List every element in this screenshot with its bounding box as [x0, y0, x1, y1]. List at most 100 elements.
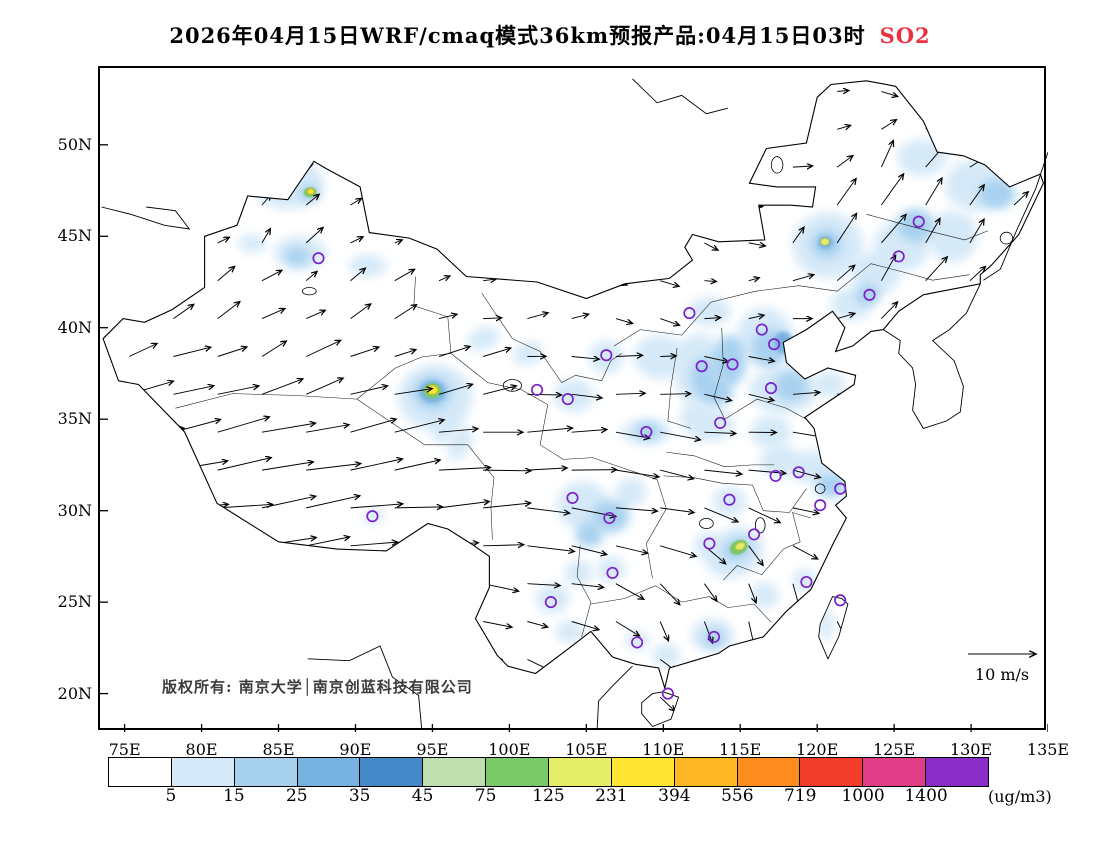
wind-arrow [1013, 192, 1028, 206]
city-marker [834, 482, 847, 495]
wind-arrow [837, 313, 855, 320]
colorbar-label: 1400 [904, 786, 948, 806]
wind-arrow [438, 468, 491, 471]
wind-arrow [969, 344, 986, 357]
city-marker [814, 499, 827, 512]
so2-plume [555, 620, 584, 643]
wind-arrow [483, 129, 494, 132]
wind-arrow [925, 507, 952, 511]
so2-plume [575, 521, 604, 548]
wind-arrow [394, 389, 433, 395]
wind-arrow [969, 86, 980, 92]
wind-arrow [438, 658, 456, 659]
wind-arrow [969, 583, 991, 588]
wind-arrow [438, 89, 453, 92]
wind-arrow [173, 577, 219, 585]
wind-arrow [305, 228, 323, 244]
wind-arrow [792, 193, 806, 206]
wind-arrow [615, 281, 627, 285]
wind-arrow [306, 464, 361, 471]
wind-arrow [615, 545, 648, 554]
wind-arrow [1014, 465, 1043, 471]
province-boundary [481, 292, 622, 383]
wind-arrow [129, 541, 184, 547]
copyright-text: 版权所有: 南京大学│南京创蓝科技有限公司 [162, 678, 473, 696]
wind-arrow [748, 583, 756, 603]
wind-arrow [394, 350, 416, 357]
wind-arrow [129, 167, 144, 168]
wind-arrow [881, 696, 890, 706]
province-boundary [576, 545, 592, 637]
colorbar-label: 15 [223, 786, 245, 806]
wind-arrow [261, 538, 316, 547]
lat-tick-label: 20N [57, 683, 92, 703]
so2-plume [734, 541, 746, 551]
city-marker [769, 469, 782, 482]
wind-arrow [836, 265, 855, 282]
wind-arrow [483, 90, 495, 91]
wind-arrow [571, 357, 600, 360]
wind-arrow [483, 386, 516, 395]
wind-arrow [306, 125, 317, 130]
wind-arrow [129, 655, 156, 660]
vietnam-coast-line [596, 665, 633, 731]
wind-arrow [438, 583, 476, 588]
wind-arrow [837, 125, 850, 129]
wind-arrow [173, 461, 228, 471]
wind-arrow [438, 234, 455, 244]
wind-arrow [306, 537, 350, 547]
wind-arrow [925, 696, 941, 703]
wind-arrow [1013, 381, 1032, 395]
wind-arrow [483, 545, 524, 546]
wind-arrow [881, 507, 912, 514]
colorbar-label: 25 [285, 786, 308, 806]
lake-outline [699, 517, 714, 529]
colorbar-label: 125 [532, 786, 565, 806]
wind-arrow [129, 428, 184, 433]
wind-arrow [615, 205, 628, 209]
city-marker [600, 349, 613, 362]
wind-arrow [129, 583, 174, 587]
wind-arrow [571, 314, 589, 320]
wind-arrow [1013, 540, 1031, 547]
wind-arrow [394, 658, 420, 664]
city-marker [544, 596, 557, 609]
wind-arrow [1014, 584, 1035, 586]
wind-arrow [925, 218, 940, 244]
province-boundary [590, 585, 772, 623]
wind-arrow [306, 425, 349, 433]
wind-arrow [174, 158, 178, 168]
wind-arrow [394, 507, 443, 508]
wind-arrow [306, 620, 342, 622]
city-marker [366, 510, 379, 523]
wind-arrow [571, 545, 607, 555]
wind-arrow [925, 622, 938, 625]
plot-title-main: 2026年04月15日WRF/cmaq模式36km预报产品:04月15日03时 [169, 23, 866, 48]
wind-arrow [217, 302, 240, 319]
russia-coast-line [983, 151, 1048, 281]
colorbar-labels: 5 15 25 35 45 75 125 231 394 556 719 1000 1400 [108, 786, 989, 810]
wind-arrow [350, 347, 379, 357]
wind-arrow [173, 386, 214, 395]
wind-arrow [350, 386, 388, 395]
so2-plume [820, 237, 830, 246]
province-boundary [906, 272, 970, 281]
so2-plume [774, 371, 808, 401]
wind-arrow [969, 219, 984, 244]
river-line [632, 78, 729, 115]
wind-arrow [394, 619, 418, 621]
colorbar-cell [360, 758, 424, 786]
wind-arrow [880, 255, 895, 281]
wind-arrow [748, 507, 781, 523]
wind-arrow [394, 577, 432, 585]
lat-tick-label: 45N [57, 226, 92, 246]
colorbar-cell [234, 758, 298, 786]
axis-ticks [100, 144, 1048, 732]
wind-arrow [261, 124, 271, 129]
wind-arrow [217, 458, 272, 471]
wind-arrow [261, 229, 270, 244]
wind-arrow [703, 696, 712, 714]
wind-arrow [792, 507, 819, 513]
wind-arrow [881, 621, 900, 630]
wind-arrow [129, 622, 159, 623]
